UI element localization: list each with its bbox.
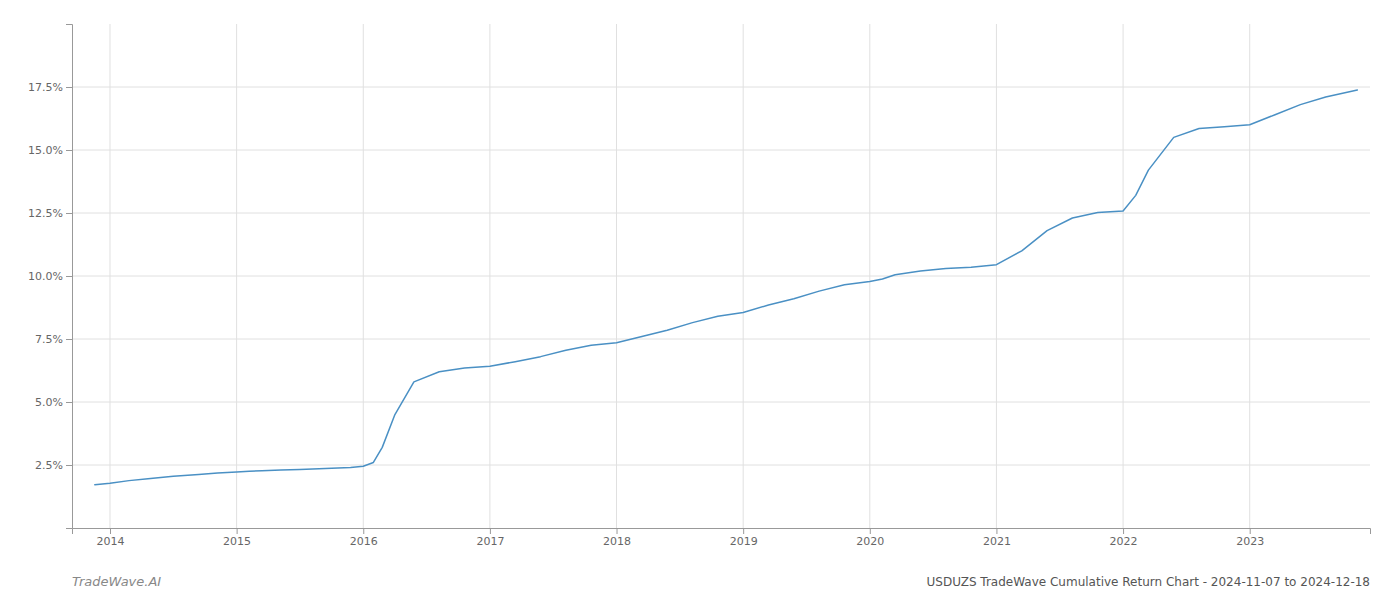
y-tick-label: 7.5%: [35, 333, 63, 346]
x-tick: 2023: [1236, 528, 1264, 548]
y-tick-mark: [66, 150, 72, 151]
x-tick-mark: [237, 528, 238, 534]
x-tick: 2020: [856, 528, 884, 548]
x-axis-line: [73, 529, 1371, 535]
grid-line-y: [72, 402, 1370, 403]
y-axis: 2.5% 5.0% 7.5% 10.0% 12.5% 15.0% 17.5%: [28, 25, 72, 529]
plot-area: [95, 90, 1358, 485]
x-tick-label: 2020: [856, 535, 884, 548]
x-tick-mark: [743, 528, 744, 534]
x-tick-mark: [870, 528, 871, 534]
grid-line-y: [72, 339, 1370, 340]
x-tick-mark: [1123, 528, 1124, 534]
x-tick-label: 2023: [1236, 535, 1264, 548]
x-tick: 2018: [603, 528, 631, 548]
x-tick: 2021: [983, 528, 1011, 548]
line: [95, 90, 1358, 485]
y-axis-line: [66, 25, 73, 529]
x-tick-label: 2015: [223, 535, 251, 548]
y-tick-mark: [66, 402, 72, 403]
title: USDUZS TradeWave Cumulative Return Chart…: [927, 575, 1371, 589]
y-tick-label: 2.5%: [35, 459, 63, 472]
y-tick-mark: [66, 276, 72, 277]
x-tick-label: 2021: [983, 535, 1011, 548]
x-tick: 2016: [350, 528, 378, 548]
x-tick-mark: [110, 528, 111, 534]
y-tick-mark: [66, 213, 72, 214]
x-axis: 2014 2015 2016 2017 2018 2019 2020 2021 2022 2023: [73, 528, 1371, 548]
y-tick-label: 15.0%: [28, 144, 63, 157]
y-tick-label: 5.0%: [35, 396, 63, 409]
y-tick: 2.5%: [35, 459, 72, 472]
y-tick-mark: [66, 339, 72, 340]
x-tick: 2014: [96, 528, 124, 548]
x-tick-label: 2016: [350, 535, 378, 548]
watermark: TradeWave.AI: [72, 574, 161, 589]
x-tick-label: 2014: [96, 535, 124, 548]
x-tick-mark: [617, 528, 618, 534]
x-tick: 2019: [730, 528, 758, 548]
x-tick-label: 2017: [476, 535, 504, 548]
y-tick: 10.0%: [28, 270, 72, 283]
x-tick: 2022: [1110, 528, 1138, 548]
chart: 2014 2015 2016 2017 2018 2019 2020 2021 2022 2023…: [0, 0, 1400, 600]
y-tick: 12.5%: [28, 207, 72, 220]
x-tick-mark: [1250, 528, 1251, 534]
y-tick: 5.0%: [35, 396, 72, 409]
x-tick-label: 2019: [730, 535, 758, 548]
x-tick: 2015: [223, 528, 251, 548]
y-tick: 7.5%: [35, 333, 72, 346]
grid-line-y: [72, 213, 1370, 214]
x-tick-label: 2022: [1110, 535, 1138, 548]
x-tick-mark: [490, 528, 491, 534]
grid-line-y: [72, 150, 1370, 151]
x-tick: 2017: [476, 528, 504, 548]
grid: [72, 24, 1370, 528]
grid-line-y: [72, 276, 1370, 277]
grid-line-y: [72, 465, 1370, 466]
y-tick-mark: [66, 87, 72, 88]
y-tick: 15.0%: [28, 144, 72, 157]
y-tick-label: 17.5%: [28, 81, 63, 94]
y-tick-label: 10.0%: [28, 270, 63, 283]
x-tick-label: 2018: [603, 535, 631, 548]
y-tick-mark: [66, 465, 72, 466]
grid-line-y: [72, 87, 1370, 88]
y-tick: 17.5%: [28, 81, 72, 94]
y-tick-label: 12.5%: [28, 207, 63, 220]
x-tick-mark: [996, 528, 997, 534]
x-tick-mark: [363, 528, 364, 534]
